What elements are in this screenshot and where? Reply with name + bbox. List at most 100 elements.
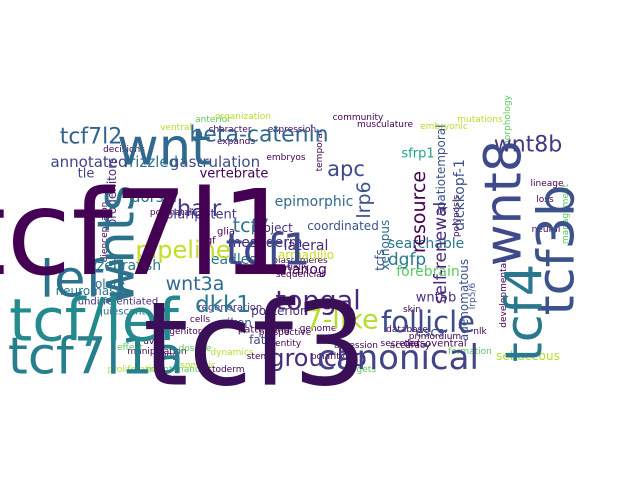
word-cloud-word: formation (448, 347, 492, 357)
word-cloud-word: dorsoventral (403, 339, 466, 350)
word-cloud-word: beta-catenin (189, 123, 328, 148)
word-cloud-word: xenopus (378, 220, 392, 271)
word-cloud-word: apc (327, 157, 365, 181)
word-cloud-word: spatially (271, 263, 309, 273)
word-cloud-word: dvl (143, 337, 157, 347)
word-cloud-word: groucho (269, 344, 367, 372)
word-cloud-word: sequencial (276, 270, 324, 280)
word-cloud-word: postnatal (150, 208, 192, 218)
word-cloud-word: embryos (266, 153, 306, 163)
word-cloud-word: annotated (50, 153, 127, 171)
word-cloud-word: targets (344, 365, 376, 375)
word-cloud-word: morphology (503, 94, 513, 149)
word-cloud-word: undifferentiated (78, 297, 158, 308)
word-cloud-word: adenomatous (457, 259, 471, 341)
word-cloud-word: wnt3a (166, 273, 225, 295)
word-cloud-word: hair (177, 196, 222, 222)
word-cloud-word: ventral (160, 123, 192, 133)
word-cloud-word: neural (532, 225, 561, 235)
word-cloud-word: epimorphic (275, 194, 354, 210)
word-cloud-word: nanog (283, 262, 327, 278)
word-cloud-word: expands (217, 137, 255, 147)
word-cloud-word: tcf3 (143, 278, 367, 413)
word-cloud-word: progenitor (155, 327, 202, 337)
word-cloud-word: olate (95, 277, 125, 291)
word-cloud-word: organization (215, 112, 271, 122)
word-cloud-word: progenitors (105, 158, 119, 227)
word-cloud-word: wnt5b (416, 291, 457, 306)
word-cloud-word: lateral (284, 238, 329, 254)
word-cloud-word: patterning (238, 325, 290, 336)
word-cloud-word: tcf1 (226, 225, 311, 276)
word-cloud-word: lung (158, 351, 178, 361)
word-cloud-word: prospective (259, 328, 312, 338)
word-cloud-word: sebaceous (496, 349, 560, 363)
word-cloud-word: loss (536, 195, 554, 205)
word-cloud-word: posterior (251, 304, 305, 318)
word-cloud-word: community (333, 113, 384, 123)
word-cloud-word: ectoderm (201, 365, 244, 375)
word-cloud-word: decisions (103, 145, 145, 155)
word-cloud-word: regeneration (198, 303, 262, 314)
word-cloud-word: accuracy (390, 341, 431, 351)
word-cloud-word: spatiotemporal (434, 125, 448, 216)
word-cloud-word: tcf7 (233, 215, 270, 237)
word-cloud-word: wnts (88, 185, 147, 306)
word-cloud-word: dickkopf-1 (452, 159, 468, 231)
word-cloud-word: tcf4 (496, 264, 555, 362)
word-cloud-word: polyposis (452, 195, 462, 237)
word-cloud-word: mutations (457, 115, 503, 125)
word-cloud-word: skin (403, 305, 421, 315)
word-cloud-word: gastrulation (170, 153, 260, 171)
word-cloud-word: neuromasts (56, 284, 127, 298)
word-cloud-word: stem (247, 352, 270, 362)
word-cloud-word: tcf7l1a (8, 328, 184, 387)
word-cloud-word: project (251, 221, 293, 235)
word-cloud-word: frizzled (124, 153, 178, 171)
word-cloud-word: armadillo (278, 248, 334, 262)
word-cloud-word: dkk1 (195, 292, 251, 318)
word-cloud-word: canonical (317, 338, 479, 378)
word-cloud-word: management (561, 183, 571, 244)
word-cloud-word: follicle (381, 305, 475, 339)
word-cloud-word: vertebrate (200, 167, 269, 182)
word-cloud-word: tcf7l2 (60, 125, 123, 150)
word-cloud-word: self-renewal (431, 202, 451, 305)
word-cloud-word: dynamics (210, 348, 253, 358)
word-cloud-word: lineage (530, 179, 563, 189)
word-cloud-word: wnt8b (494, 133, 563, 158)
word-cloud-word: tcfs (373, 249, 387, 271)
word-cloud-word: accession (334, 341, 378, 351)
word-cloud-word: blastomeres (272, 256, 328, 266)
word-cloud-word: sfrp1 (401, 147, 434, 162)
word-cloud-word: diencephalon (100, 202, 110, 263)
word-cloud-word: lrp6 (353, 181, 375, 218)
word-cloud-word: pluripotent (165, 208, 237, 223)
word-cloud-word: anterior (195, 115, 231, 125)
word-cloud-word: zebrafish (97, 258, 161, 274)
word-cloud-word: dosage (179, 344, 212, 354)
word-cloud-word: polarity (311, 352, 346, 362)
word-cloud-word: effect (117, 343, 143, 353)
word-cloud-word: lef1 (40, 251, 136, 310)
word-cloud-word: dgfp (388, 250, 426, 270)
word-cloud-word: secreted (381, 339, 420, 349)
word-cloud-word: manipulation (127, 347, 186, 357)
word-cloud-word: 7-like (305, 305, 378, 336)
word-cloud-word: resource (408, 171, 430, 253)
word-cloud-word: escs (416, 326, 445, 341)
word-cloud-word: tcf7l1 (0, 164, 296, 302)
word-cloud-word: topgal (275, 286, 360, 317)
word-cloud-word: searchable (388, 236, 464, 252)
word-cloud-word: fgf (202, 236, 216, 247)
word-cloud-word: musculature (357, 120, 414, 130)
word-cloud-word: mesoderm (228, 235, 303, 251)
word-cloud-word: pipeline (135, 236, 230, 264)
word-cloud-word: embryonic (420, 122, 468, 132)
word-cloud-word: primordium (409, 332, 461, 342)
word-cloud-word: quiescent (97, 307, 146, 318)
word-cloud-word: nlk (473, 327, 487, 337)
word-cloud-word: riken (222, 316, 252, 330)
